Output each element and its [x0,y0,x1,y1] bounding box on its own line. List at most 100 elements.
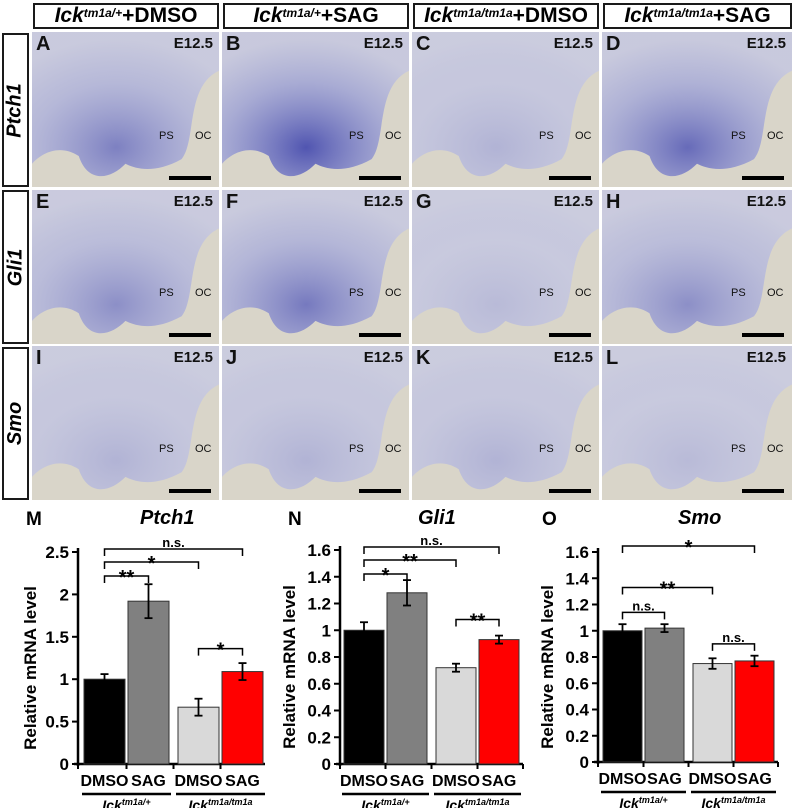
stage-label: E12.5 [173,349,213,366]
tissue-section-image [222,190,409,344]
ps-label: PS [159,130,174,142]
significance-bracket [621,545,756,553]
stage-label: E12.5 [173,35,213,52]
scale-bar [169,333,211,337]
ps-label: PS [349,287,364,299]
significance-label: * [685,537,693,559]
x-category-label: DMSO [432,773,480,790]
bar [83,678,126,765]
significance-label: ** [470,611,486,633]
panel-letter: A [36,33,51,55]
ps-label: PS [349,130,364,142]
significance-bracket [103,561,200,569]
stage-label: E12.5 [363,193,403,210]
bar [602,630,643,763]
micrograph-panel: C E12.5 PS OC [412,32,599,187]
panel-letter: C [416,33,431,55]
y-tick-label: 0.4 [565,701,589,720]
y-tick-label: 1.6 [307,541,331,560]
ps-label: PS [731,130,746,142]
chart-title: Gli1 [418,507,456,529]
x-category-label: SAG [390,773,425,790]
x-category-label: DMSO [340,773,388,790]
scale-bar [742,333,784,337]
row-header-gli1: Gli1 [2,190,29,344]
y-tick-label: 0.2 [565,727,589,746]
bar [343,629,385,765]
x-category-label: SAG [482,773,517,790]
micrograph-panel: J E12.5 PS OC [222,346,409,500]
significance-label: ** [402,551,418,573]
y-axis-label: Relative mRNA level [21,586,40,750]
oc-label: OC [385,287,402,299]
significance-bracket [103,548,244,556]
treatment-label: +SAG [320,4,379,27]
panel-letter: L [606,347,619,369]
bar-chart: 0 0.2 0.4 0.6 0.8 1 1.2 1.4 1.6 Relative mRNA lev… [280,533,524,808]
ps-label: PS [159,287,174,299]
micrograph-panel: H E12.5 PS OC [602,190,792,344]
chart-title: Ptch1 [140,507,195,529]
significance-bracket [621,586,714,595]
genotype-label: Icktm1a/tm1a [189,797,253,808]
gene-label: Ick [624,4,654,27]
y-tick-label: 1.4 [565,569,589,588]
significance-label: ** [119,567,135,589]
allele-label: tm1a/tm1a [453,6,513,20]
stage-label: E12.5 [746,193,786,210]
ps-label: PS [349,443,364,455]
ps-label: PS [539,130,554,142]
ps-label: PS [731,443,746,455]
tissue-section-image [32,190,219,344]
micrograph-panel: F E12.5 PS OC [222,190,409,344]
tissue-section-image [412,190,599,344]
scale-bar [742,176,784,180]
panel-letter: K [416,347,431,369]
bar [692,663,733,763]
bar-chart: 0 0.2 0.4 0.6 0.8 1 1.2 1.4 1.6 Relative mRNA lev… [538,537,779,808]
y-axis-label: Relative mRNA level [538,585,557,749]
gene-label: Ick [253,4,283,27]
stage-label: E12.5 [553,35,593,52]
significance-label: n.s. [632,598,654,613]
significance-label: n.s. [722,630,744,645]
genotype-label: Icktm1a/+ [361,797,410,808]
significance-bracket [363,546,500,554]
oc-label: OC [195,130,212,142]
chart-panel-letter: N [288,509,302,530]
y-tick-label: 0.5 [45,713,69,732]
y-tick-label: 0.8 [565,648,589,667]
y-tick-label: 2 [60,585,69,604]
bar [478,639,520,765]
panel-letter: F [226,191,239,213]
y-tick-label: 1.4 [307,568,331,587]
gene-label: Ick [424,4,454,27]
chart-panel-letter: O [542,509,557,530]
oc-label: OC [767,287,784,299]
tissue-section-image [602,346,792,500]
significance-label: * [217,640,225,662]
chart-gli1: N Gli1 0 0.2 0.4 0.6 0.8 1 1.2 1.4 1.6 Relative m… [268,505,533,808]
oc-label: OC [767,130,784,142]
chart-smo: O Smo 0 0.2 0.4 0.6 0.8 1 1.2 1.4 1.6 Relative mR… [531,505,796,808]
treatment-label: +DMSO [512,4,588,27]
scale-bar [549,489,591,493]
column-header-hom-sag: Ick tm1a/tm1a +SAG [603,3,792,29]
oc-label: OC [385,443,402,455]
panel-letter: D [606,33,621,55]
x-category-label: SAG [131,773,166,790]
scale-bar [549,176,591,180]
genotype-label: Icktm1a/+ [619,795,668,808]
tissue-section-image [32,346,219,500]
micrograph-panel: B E12.5 PS OC [222,32,409,187]
gene-label: Ick [54,4,84,27]
row-header-ptch1: Ptch1 [2,33,29,187]
x-category-label: SAG [737,771,772,788]
genotype-label: Icktm1a/+ [102,797,151,808]
chart-panel-letter: M [26,509,42,530]
panel-letter: I [36,347,42,369]
allele-label: tm1a/tm1a [653,6,713,20]
oc-label: OC [195,443,212,455]
micrograph-panel: D E12.5 PS OC [602,32,792,187]
